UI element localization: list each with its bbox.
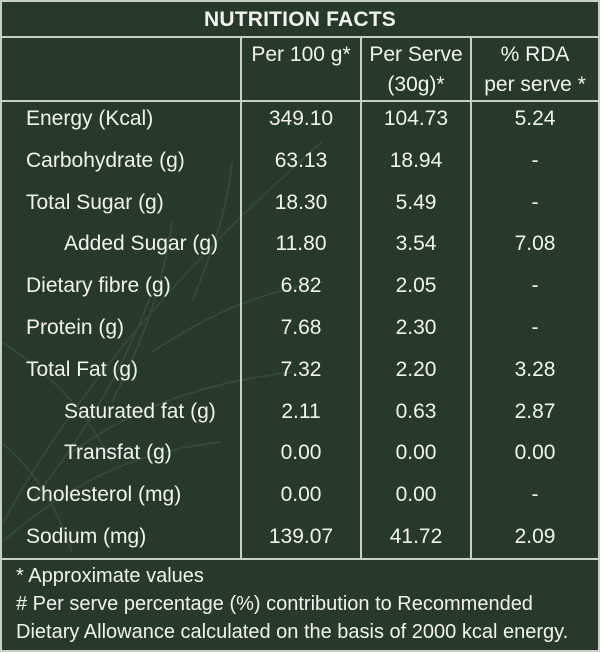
per-100g-value: 7.32 (280, 357, 322, 381)
rda-value: 5.24 (514, 107, 556, 130)
header-per-serve-line1: Per Serve (369, 43, 463, 66)
table-row: Protein (g) 7.68 2.30 - (2, 307, 598, 349)
table-row: Dietary fibre (g) 6.82 2.05 - (2, 265, 598, 307)
per-serve-value: 104.73 (383, 107, 449, 130)
rda-value: - (531, 190, 539, 214)
footnote-approximate: * Approximate values (16, 565, 204, 587)
rda-value: - (531, 316, 539, 339)
per-serve-value: 2.30 (395, 316, 437, 339)
per-serve-value: 3.54 (395, 232, 437, 256)
per-100g-value: 18.30 (274, 190, 328, 214)
footnote-rda-line2: Dietary Allowance calculated on the basi… (16, 621, 569, 643)
table-row: Total Sugar (g) 18.30 5.49 - (2, 182, 598, 224)
per-100g-value: 7.68 (280, 316, 322, 339)
per-100g-value: 349.10 (268, 107, 334, 130)
footer-notes: * Approximate values # Per serve percent… (16, 562, 592, 646)
per-100g-value: 6.82 (280, 274, 322, 298)
nutrient-label: Cholesterol (mg) (26, 483, 182, 507)
per-serve-value: 18.94 (389, 148, 443, 172)
column-rule-3 (470, 38, 472, 558)
nutrient-label: Carbohydrate (g) (26, 148, 185, 172)
nutrient-label: Sodium (mg) (26, 525, 147, 548)
rda-value: - (531, 483, 539, 507)
nutrient-label: Protein (g) (26, 316, 125, 339)
per-100g-value: 0.00 (280, 441, 322, 465)
nutrient-label: Transfat (g) (64, 441, 172, 465)
per-serve-value: 2.20 (395, 357, 437, 381)
per-serve-value: 0.00 (395, 441, 437, 465)
rda-value: 2.09 (514, 525, 556, 548)
per-100g-value: 0.00 (280, 483, 322, 507)
header-rda: % RDA per serve * (472, 40, 598, 100)
table-row: Energy (Kcal) 349.10 104.73 5.24 (2, 98, 598, 140)
column-rule-1 (240, 38, 242, 558)
table-row: Saturated fat (g) 2.11 0.63 2.87 (2, 391, 598, 433)
rda-value: 3.28 (514, 357, 556, 381)
per-serve-value: 5.49 (395, 190, 437, 214)
rda-value: 2.87 (514, 399, 556, 423)
per-100g-value: 139.07 (268, 525, 334, 548)
header-per-serve: Per Serve (30g)* (362, 40, 470, 100)
rda-value: 0.00 (514, 441, 556, 465)
per-serve-value: 2.05 (395, 274, 437, 298)
per-100g-value: 2.11 (281, 399, 321, 423)
column-rule-2 (360, 38, 362, 558)
header-per-100g: Per 100 g* (242, 40, 360, 70)
per-serve-value: 0.63 (395, 399, 437, 423)
header-per-serve-line2: (30g)* (387, 73, 445, 96)
header-rda-line1: % RDA (500, 43, 570, 66)
footnote-rda-line1: # Per serve percentage (%) contribution … (16, 593, 533, 615)
rda-value: 7.08 (514, 232, 556, 256)
table-title: NUTRITION FACTS (204, 8, 396, 31)
header-rda-line2: per serve * (484, 73, 586, 96)
header-rule (2, 100, 598, 102)
per-serve-value: 0.00 (395, 483, 437, 507)
nutrient-label: Saturated fat (g) (64, 399, 216, 423)
per-serve-value: 41.72 (389, 525, 443, 548)
per-100g-value: 11.80 (275, 232, 327, 256)
table-row: Total Fat (g) 7.32 2.20 3.28 (2, 349, 598, 391)
nutrient-label: Dietary fibre (g) (26, 274, 171, 298)
nutrient-label: Energy (Kcal) (26, 107, 154, 130)
per-100g-value: 63.13 (274, 148, 328, 172)
table-row: Cholesterol (mg) 0.00 0.00 - (2, 474, 598, 516)
footer-rule (2, 558, 598, 560)
table-row: Carbohydrate (g) 63.13 18.94 - (2, 140, 598, 182)
nutrient-label: Added Sugar (g) (64, 232, 219, 256)
table-row: Sodium (mg) 139.07 41.72 2.09 (2, 516, 598, 558)
header-per-100g-line1: Per 100 g* (251, 43, 351, 66)
nutrient-label: Total Fat (g) (26, 357, 139, 381)
title-rule (2, 36, 598, 38)
rda-value: - (531, 274, 539, 298)
table-row: Added Sugar (g) 11.80 3.54 7.08 (2, 223, 598, 265)
rda-value: - (531, 148, 539, 172)
nutrient-label: Total Sugar (g) (26, 190, 164, 214)
table-row: Transfat (g) 0.00 0.00 0.00 (2, 432, 598, 474)
